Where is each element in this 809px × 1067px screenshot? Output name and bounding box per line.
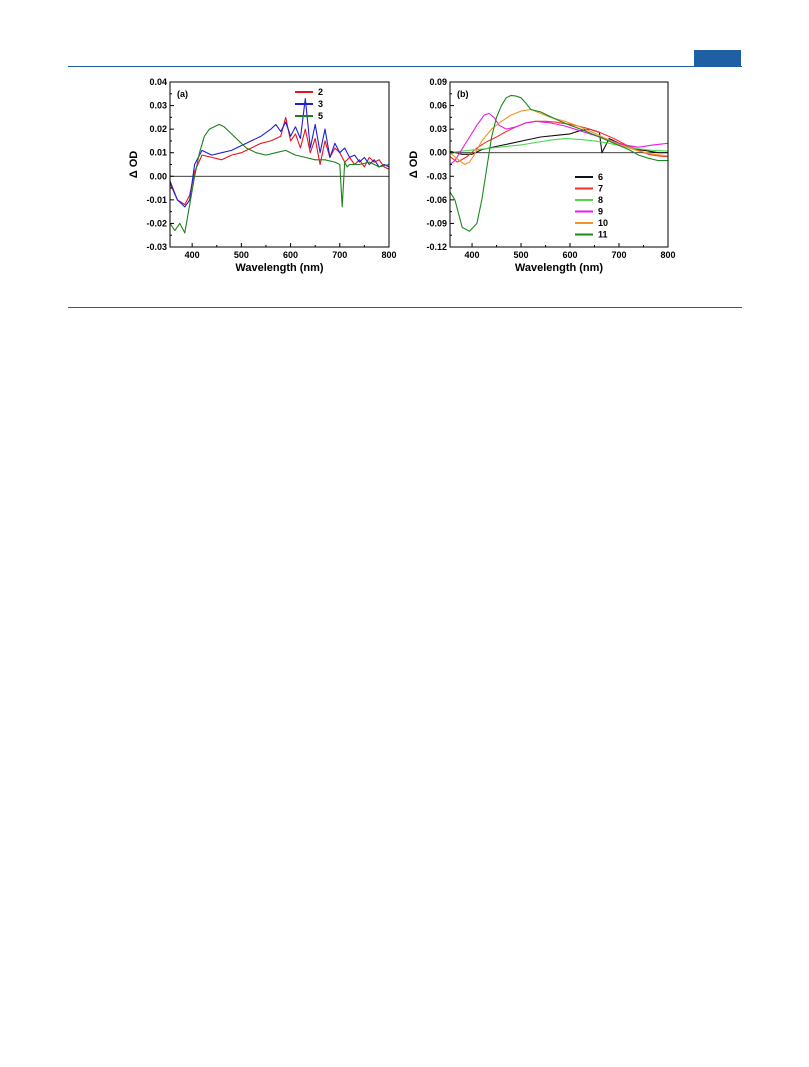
- series-line-11: [450, 94, 668, 232]
- series-line-8: [450, 138, 668, 154]
- y-tick-label: 0.04: [149, 77, 167, 87]
- chart-panel-a: 400 500 600 700 800 -0.03 -0.02 -0.01 0.00 0.01 0.…: [128, 77, 397, 274]
- panel-label: (b): [457, 89, 469, 99]
- chart-panel-b: 400 500 600 700 800 -0.12 -0.09 -0.06 -0.03 0.00 0…: [408, 77, 676, 274]
- y-tick-label: -0.12: [426, 242, 447, 252]
- legend-label: 10: [598, 218, 608, 228]
- series-line-7: [450, 120, 668, 163]
- legend-label: 7: [598, 184, 603, 194]
- y-tick-label: 0.03: [429, 124, 447, 134]
- x-tick-label: 700: [332, 250, 347, 260]
- y-tick-label: 0.03: [149, 101, 167, 111]
- legend-label: 3: [318, 99, 323, 109]
- x-axis-title: Wavelength (nm): [235, 262, 324, 274]
- panel-label: (a): [177, 89, 188, 99]
- legend-label: 11: [598, 230, 608, 240]
- legend-label: 2: [318, 87, 323, 97]
- x-tick-label: 400: [185, 250, 200, 260]
- series-line-5: [170, 123, 389, 234]
- y-tick-label: -0.01: [146, 195, 167, 205]
- footer-rule: [68, 307, 742, 308]
- x-tick-label: 600: [283, 250, 298, 260]
- y-tick-label: 0.00: [149, 171, 167, 181]
- x-tick-label: 500: [234, 250, 249, 260]
- x-tick-label: 800: [660, 250, 675, 260]
- legend-label: 6: [598, 172, 603, 182]
- legend-label: 8: [598, 195, 603, 205]
- y-tick-label: 0.01: [149, 148, 167, 158]
- x-tick-label: 800: [381, 250, 396, 260]
- x-tick-label: 600: [563, 250, 578, 260]
- plot-frame: [449, 81, 669, 248]
- y-axis-title: Δ OD: [128, 151, 140, 179]
- x-tick-label: 500: [514, 250, 529, 260]
- y-tick-label: 0.00: [429, 148, 447, 158]
- legend-label: 5: [318, 111, 323, 121]
- y-tick-label: -0.03: [146, 242, 167, 252]
- header-tab: [694, 50, 741, 66]
- legend-label: 9: [598, 207, 603, 217]
- y-tick-label: -0.09: [426, 218, 447, 228]
- y-tick-label: 0.02: [149, 124, 167, 134]
- series-line-9: [450, 112, 668, 165]
- y-tick-label: 0.06: [429, 101, 447, 111]
- x-tick-label: 400: [465, 250, 480, 260]
- y-tick-label: 0.09: [429, 77, 447, 87]
- x-axis-title: Wavelength (nm): [515, 262, 604, 274]
- y-tick-label: -0.03: [426, 171, 447, 181]
- series-line-3: [170, 97, 389, 208]
- y-axis-title: Δ OD: [408, 151, 420, 179]
- y-tick-label: -0.02: [146, 218, 167, 228]
- y-tick-label: -0.06: [426, 195, 447, 205]
- x-tick-label: 700: [611, 250, 626, 260]
- header-rule: [68, 66, 742, 67]
